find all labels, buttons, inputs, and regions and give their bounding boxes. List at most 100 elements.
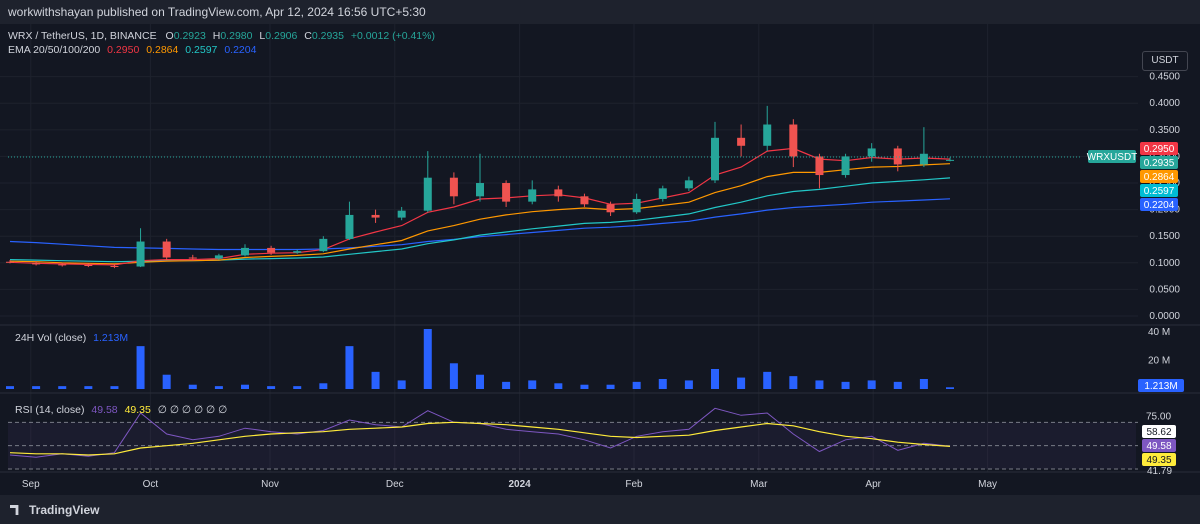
ema200-value: 0.2204: [224, 44, 257, 56]
volume-bar: [919, 379, 928, 389]
price-axis-badge: [1140, 198, 1178, 211]
candle-body: [606, 204, 615, 213]
volume-bar: [711, 369, 719, 389]
brand-name: TradingView: [29, 503, 100, 517]
candles: [6, 105, 954, 269]
price-tick-label: 0.0500: [1149, 284, 1180, 295]
volume-bar: [241, 384, 249, 389]
candle-body: [449, 177, 458, 197]
change-value: +0.0012 (+0.41%): [350, 30, 435, 42]
volume-bar: [763, 371, 772, 389]
volume-bar: [502, 381, 511, 389]
price-tick-label: 0.4500: [1149, 72, 1180, 83]
candle-body: [84, 264, 93, 266]
volume-bar: [6, 386, 14, 389]
volume-bar: [58, 386, 67, 389]
volume-bar: [371, 371, 380, 389]
low-value: 0.2906: [265, 30, 298, 42]
candle-body: [684, 180, 693, 189]
rsi-axis-badge-text: 49.35: [1146, 455, 1171, 466]
volume-tick-label: 40 M: [1148, 327, 1170, 338]
volume-tick-label: 20 M: [1148, 355, 1170, 366]
open-label: O: [165, 30, 174, 42]
rsi-label: RSI (14, close): [15, 404, 85, 416]
price-tick-label: 0.4000: [1149, 98, 1180, 109]
high-value: 0.2980: [220, 30, 253, 42]
price-axis-badge-text: 0.2935: [1144, 158, 1175, 169]
volume-bar: [162, 374, 171, 389]
candle-body: [580, 196, 589, 205]
rsi-axis-badge-text: 58.62: [1146, 427, 1171, 438]
high-label: H: [212, 30, 221, 42]
volume-bar: [867, 380, 876, 389]
price-axis-badge-text: 0.2950: [1144, 144, 1175, 155]
volume-bar: [606, 384, 615, 389]
symbol-badge: [1088, 150, 1136, 163]
ema-label: EMA 20/50/100/200: [8, 44, 101, 56]
time-tick-label: Apr: [865, 479, 881, 490]
candle-body: [136, 241, 145, 267]
volume-bar: [893, 381, 902, 389]
volume-value: 1.213M: [93, 332, 129, 344]
rsi-extra-values: ∅ ∅ ∅ ∅ ∅ ∅: [157, 404, 228, 416]
chart-frame[interactable]: Sep Oct Nov Dec 2024 Feb Mar Apr May 0.4500 0.400…: [0, 24, 1200, 495]
volume-bar: [214, 386, 223, 389]
symbol-legend[interactable]: WRX / TetherUS, 1D, BINANCE O0.2923 H0.2…: [8, 30, 435, 42]
price-axis-badge-text: 0.2204: [1144, 200, 1175, 211]
close-value: 0.2935: [311, 30, 344, 42]
volume-bar: [423, 329, 432, 389]
price-chart[interactable]: Sep Oct Nov Dec 2024 Feb Mar Apr May 0.4500 0.400…: [0, 24, 1200, 495]
volume-bars: [6, 329, 954, 389]
time-tick-label: Feb: [625, 479, 643, 490]
volume-badge-text: 1.213M: [1144, 381, 1177, 392]
candle-body: [476, 183, 484, 197]
volume-label: 24H Vol (close): [15, 332, 87, 344]
ema-legend[interactable]: EMA 20/50/100/200 0.2950 0.2864 0.2597 0…: [8, 44, 256, 56]
rsi-axis-badge: [1142, 453, 1176, 466]
volume-bar: [946, 387, 954, 389]
rsi-pane: [8, 407, 1138, 470]
rsi-legend[interactable]: RSI (14, close) 49.58 49.35 ∅ ∅ ∅ ∅ ∅ ∅: [15, 404, 227, 416]
rsi-value: 49.58: [91, 404, 118, 416]
tradingview-logo[interactable]: TradingView: [10, 503, 99, 517]
candle-body: [737, 137, 746, 146]
volume-bar: [319, 383, 328, 389]
volume-bar: [841, 381, 850, 389]
candle-body: [293, 251, 302, 253]
volume-bar: [449, 363, 458, 389]
ema50-line: [9, 163, 951, 265]
rsi-ma-value: 49.35: [124, 404, 151, 416]
candle-body: [919, 153, 928, 165]
rsi-axis-badge: [1142, 439, 1176, 452]
rsi-ma-line: [9, 421, 951, 456]
candle-body: [423, 177, 432, 211]
candle-body: [267, 247, 276, 253]
volume-bar: [32, 386, 41, 389]
published-text: workwithshayan published on TradingView.…: [8, 5, 426, 19]
candle-body: [815, 156, 824, 176]
time-tick-label: Mar: [750, 479, 768, 490]
price-tick-label: 0.1500: [1149, 231, 1180, 242]
price-tick-label: 0.2500: [1149, 178, 1180, 189]
rsi-axis-badge: [1142, 425, 1176, 438]
volume-bar: [476, 374, 484, 389]
candle-body: [162, 241, 171, 258]
time-tick-label: Sep: [22, 479, 40, 490]
tradingview-logo-icon: [10, 505, 19, 515]
candle-body: [188, 257, 197, 259]
candle-body: [658, 188, 667, 199]
candle-body: [110, 266, 119, 267]
volume-legend[interactable]: 24H Vol (close) 1.213M: [15, 332, 128, 344]
candle-body: [789, 124, 798, 157]
volume-bar: [632, 381, 641, 389]
candle-body: [371, 214, 380, 218]
volume-bar: [110, 386, 119, 389]
currency-button[interactable]: USDT: [1142, 51, 1188, 71]
volume-bar: [554, 383, 563, 389]
volume-bar: [528, 380, 537, 389]
time-axis: Sep Oct Nov Dec 2024 Feb Mar Apr May: [22, 479, 997, 490]
rsi-partial-label: 41.79: [1147, 466, 1172, 477]
price-axis-badge-text: 0.2597: [1144, 186, 1175, 197]
volume-bar: [397, 380, 406, 389]
